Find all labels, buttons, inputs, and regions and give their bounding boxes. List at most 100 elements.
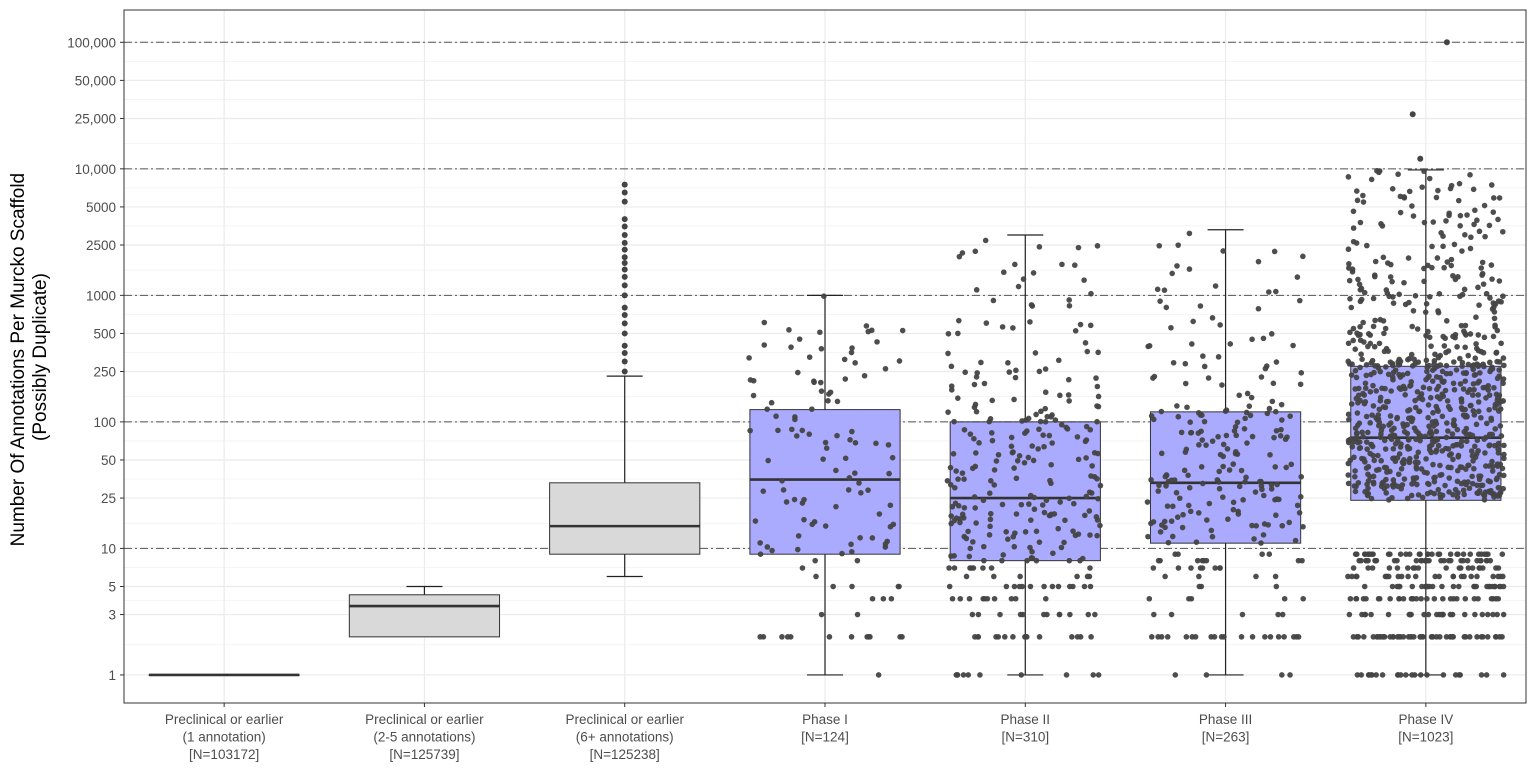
jitter-point: [1448, 182, 1455, 189]
jitter-point: [1022, 634, 1029, 640]
jitter-point: [1275, 611, 1281, 618]
jitter-point: [1012, 374, 1019, 381]
jitter-point: [987, 510, 994, 517]
jitter-point: [1474, 437, 1481, 444]
jitter-point: [1412, 397, 1418, 404]
jitter-point: [1084, 348, 1091, 355]
jitter-point: [1198, 428, 1204, 435]
jitter-point: [955, 330, 961, 337]
jitter-point: [1463, 438, 1470, 445]
jitter-point: [1347, 329, 1353, 336]
jitter-point: [1460, 551, 1467, 557]
jitter-point: [1409, 583, 1416, 590]
x-tick-label-line: Preclinical or earlier: [165, 712, 284, 727]
jitter-point: [1439, 448, 1446, 454]
jitter-point: [953, 468, 959, 474]
jitter-point: [1233, 448, 1239, 455]
jitter-point: [1480, 349, 1487, 356]
jitter-point: [1094, 532, 1100, 539]
jitter-point: [1405, 446, 1411, 452]
jitter-point: [849, 428, 855, 435]
jitter-point: [973, 287, 980, 293]
jitter-point: [1094, 475, 1100, 482]
jitter-point: [1501, 362, 1507, 369]
jitter-point: [1455, 583, 1462, 590]
jitter-point: [1445, 428, 1451, 434]
y-tick-label: 5: [108, 579, 116, 594]
jitter-point: [1429, 551, 1435, 557]
jitter-point: [1463, 466, 1469, 472]
jitter-point: [1290, 342, 1296, 349]
jitter-point: [1387, 274, 1394, 280]
jitter-point: [1353, 595, 1360, 602]
x-tick-label-line: [N=125739]: [389, 747, 459, 762]
jitter-point: [1197, 565, 1204, 571]
jitter-point: [1273, 583, 1280, 590]
jitter-point: [1353, 374, 1360, 381]
jitter-point: [1358, 296, 1365, 303]
jitter-point: [1150, 565, 1157, 571]
y-tick-label: 10,000: [75, 162, 116, 177]
jitter-point: [1415, 449, 1422, 456]
jitter-point: [1011, 465, 1017, 471]
jitter-point: [1217, 565, 1223, 571]
jitter-point: [882, 365, 889, 372]
jitter-point: [1042, 366, 1049, 372]
jitter-point: [999, 324, 1006, 330]
jitter-point: [1216, 468, 1223, 475]
jitter-point: [1451, 241, 1458, 248]
jitter-point: [1031, 494, 1037, 501]
jitter-point: [1394, 415, 1400, 422]
jitter-point: [1432, 573, 1439, 580]
jitter-point: [1469, 392, 1476, 398]
jitter-point: [799, 565, 806, 571]
jitter-point: [1046, 512, 1053, 519]
jitter-point: [1200, 353, 1206, 359]
jitter-point: [1440, 233, 1446, 239]
jitter-point: [1385, 573, 1392, 580]
jitter-point: [1379, 385, 1385, 392]
jitter-point: [1467, 331, 1474, 337]
jitter-point: [1495, 298, 1502, 304]
jitter-point: [1448, 464, 1454, 471]
jitter-point: [1357, 323, 1363, 330]
jitter-point: [1397, 444, 1404, 450]
jitter-point: [1465, 479, 1471, 485]
jitter-point: [1467, 245, 1474, 252]
jitter-point: [980, 543, 987, 550]
jitter-point: [1426, 175, 1433, 182]
jitter-point: [1059, 261, 1065, 268]
jitter-point: [1459, 248, 1465, 254]
jitter-point: [822, 439, 829, 446]
x-tick-label-line: (1 annotation): [182, 730, 265, 745]
jitter-point: [1297, 494, 1304, 500]
jitter-point: [951, 517, 958, 524]
jitter-point: [1232, 423, 1239, 430]
jitter-point: [1351, 483, 1358, 489]
jitter-point: [1249, 522, 1255, 529]
jitter-point: [1470, 458, 1476, 464]
jitter-point: [1460, 557, 1467, 564]
jitter-point: [1428, 343, 1434, 349]
jitter-point: [1063, 672, 1070, 678]
jitter-point: [1433, 449, 1439, 455]
jitter-point: [1268, 331, 1275, 337]
jitter-point: [1279, 417, 1285, 423]
jitter-point: [1358, 351, 1364, 358]
jitter-point: [1461, 328, 1467, 334]
jitter-point: [1438, 611, 1445, 618]
jitter-point: [1410, 213, 1417, 219]
jitter-point: [1458, 396, 1465, 402]
jitter-point: [1346, 416, 1352, 423]
jitter-point: [1494, 394, 1501, 401]
jitter-point: [1300, 253, 1306, 260]
jitter-point: [1392, 367, 1399, 373]
jitter-point: [1396, 371, 1402, 378]
jitter-point: [991, 482, 998, 488]
jitter-point: [1362, 551, 1369, 557]
jitter-point: [1443, 565, 1449, 571]
jitter-point: [1501, 455, 1507, 462]
jitter-point: [848, 548, 855, 555]
jitter-point: [1495, 440, 1502, 447]
jitter-point: [1409, 203, 1415, 209]
